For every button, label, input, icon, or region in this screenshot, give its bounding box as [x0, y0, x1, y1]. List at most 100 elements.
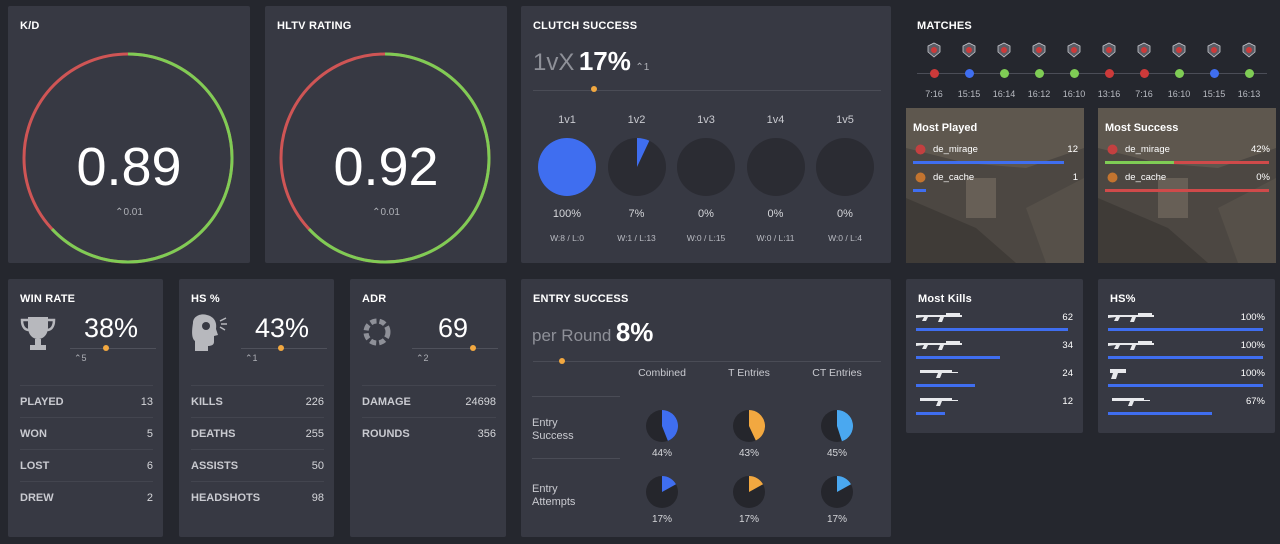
entry-pct: 45%	[826, 448, 847, 459]
weapon-value: 24	[1062, 368, 1073, 379]
hltv-value: 0.92	[333, 137, 439, 197]
entry-pie	[821, 410, 853, 442]
map-name[interactable]: de_cache	[1125, 172, 1167, 183]
entry-divider	[533, 361, 881, 362]
rank-badge-icon	[962, 42, 976, 58]
match-result-dot[interactable]	[1104, 69, 1114, 78]
match-result-dot[interactable]	[999, 69, 1009, 78]
headshot-icon	[192, 314, 227, 351]
map-background	[906, 108, 1084, 263]
match-result-dot[interactable]	[1034, 69, 1044, 78]
kd-ring	[22, 52, 234, 264]
stat-label: DAMAGE	[362, 395, 411, 408]
rank-badge-icon	[1102, 42, 1116, 58]
weapon-bar	[1108, 384, 1263, 387]
map-name[interactable]: de_cache	[933, 172, 975, 183]
clutch-title: CLUTCH SUCCESS	[533, 20, 638, 32]
m4a4-icon	[916, 341, 962, 350]
weapon-value: 62	[1062, 312, 1073, 323]
clutch-value: 17%	[578, 46, 631, 76]
ump-icon	[920, 398, 958, 406]
clutch-record: W:1 / L:13	[617, 233, 656, 243]
stat-row: DREW 2	[20, 481, 153, 513]
stat-label: KILLS	[191, 395, 223, 408]
match-score: 13:16	[1097, 89, 1121, 99]
entry-marker	[559, 358, 565, 364]
rank-badge-icon	[1137, 42, 1151, 58]
clutch-label: 1v1	[558, 114, 576, 126]
stat-label: DREW	[20, 491, 54, 504]
hs-weapons-card: HS% 100% 100% 100% 67%	[1098, 279, 1275, 433]
clutch-pie	[677, 138, 735, 196]
clutch-label: 1v3	[697, 114, 715, 126]
map-name[interactable]: de_mirage	[933, 144, 978, 155]
hs-divider	[241, 348, 327, 349]
entry-prefix: per Round	[532, 326, 612, 345]
clutch-card: CLUTCH SUCCESS 1vX 17% ⌃1 1v1 100% W:8 / L…	[521, 6, 891, 263]
most-played-title: Most Played	[913, 122, 978, 134]
match-result-dot[interactable]	[929, 69, 939, 78]
kd-title: K/D	[20, 20, 40, 32]
hltv-title: HLTV RATING	[277, 20, 352, 32]
map-name[interactable]: de_mirage	[1125, 144, 1170, 155]
match-result-dot[interactable]	[1069, 69, 1079, 78]
match-score: 16:14	[992, 89, 1016, 99]
clutch-pie	[538, 138, 596, 196]
entry-row-label: Entry Success	[532, 417, 574, 442]
hltv-ring	[279, 52, 491, 264]
entry-pct: 44%	[651, 448, 672, 459]
arrow-up-icon: ⌃	[115, 207, 124, 218]
rank-badge-icon	[1207, 42, 1221, 58]
most-kills-card: Most Kills 62 34 24 12	[906, 279, 1083, 433]
rank-badge-icon	[1032, 42, 1046, 58]
weapon-bar	[916, 356, 1000, 359]
match-result-dot[interactable]	[1139, 69, 1149, 78]
stat-value: 2	[146, 491, 153, 504]
matches-line	[917, 73, 1267, 74]
map-icon	[915, 144, 926, 155]
match-score: 15:15	[957, 89, 981, 99]
stat-row: DEATHS 255	[191, 417, 324, 449]
stat-label: PLAYED	[20, 395, 64, 408]
stat-value: 50	[311, 459, 324, 472]
match-result-dot[interactable]	[1174, 69, 1184, 78]
weapon-value: 100%	[1240, 340, 1265, 351]
matches-panel: MATCHES 7:16 15:15 16:14 16:12 16:10 13:16 7:1…	[905, 6, 1277, 106]
weapon-value: 100%	[1240, 368, 1265, 379]
pistol-icon	[1110, 369, 1126, 379]
match-result-dot[interactable]	[1244, 69, 1254, 78]
hltv-card: HLTV RATING 0.92 ⌃0.01	[265, 6, 507, 264]
rank-badge-icon	[1172, 42, 1186, 58]
stat-label: WON	[20, 427, 47, 440]
match-score: 16:13	[1237, 89, 1261, 99]
mp9-icon	[920, 370, 958, 378]
stat-label: ROUNDS	[362, 427, 410, 440]
clutch-pie	[816, 138, 874, 196]
map-bar-track	[1105, 161, 1269, 164]
clutch-pct: 7%	[628, 208, 645, 220]
map-value: 0%	[1256, 172, 1270, 183]
match-result-dot[interactable]	[1209, 69, 1219, 78]
stat-value: 13	[140, 395, 153, 408]
map-value: 1	[1072, 172, 1078, 183]
clutch-prefix: 1vX	[533, 49, 575, 76]
map-bar-fill	[913, 161, 1064, 164]
clutch-marker	[591, 86, 597, 92]
hs-value: 43%	[254, 313, 310, 343]
stat-label: ASSISTS	[191, 459, 239, 472]
stat-value: 226	[305, 395, 324, 408]
stat-label: LOST	[20, 459, 50, 472]
clutch-record: W:0 / L:4	[828, 233, 862, 243]
clutch-pie	[607, 138, 666, 196]
clutch-pct: 100%	[552, 208, 582, 220]
stat-value: 98	[311, 491, 324, 504]
weapon-value: 12	[1062, 396, 1073, 407]
match-result-dot[interactable]	[964, 69, 974, 78]
hs-marker	[278, 345, 284, 351]
map-icon	[1107, 144, 1118, 155]
entry-row-divider	[532, 396, 620, 397]
map-icon	[915, 172, 926, 183]
map-icon	[1107, 172, 1118, 183]
hs-card: HS % 43% ⌃1 KILLS 226 DEATHS 255 ASSISTS 50 HE…	[179, 279, 334, 537]
entry-pie	[733, 410, 765, 442]
